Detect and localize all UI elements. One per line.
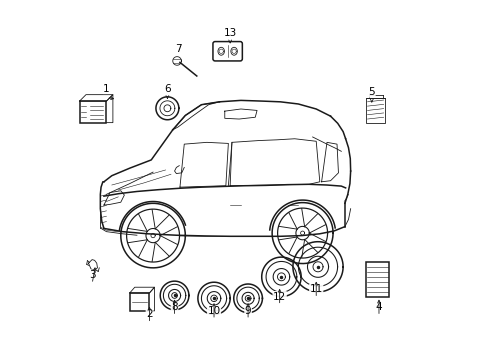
- Text: 10: 10: [207, 306, 220, 316]
- Ellipse shape: [230, 47, 237, 55]
- Text: 5: 5: [368, 87, 374, 97]
- Text: 6: 6: [164, 84, 170, 94]
- Text: 4: 4: [375, 302, 382, 312]
- FancyBboxPatch shape: [212, 41, 242, 61]
- FancyBboxPatch shape: [80, 101, 106, 123]
- Bar: [365, 262, 388, 297]
- Text: 12: 12: [272, 292, 285, 302]
- FancyBboxPatch shape: [365, 98, 385, 123]
- Text: 2: 2: [146, 310, 152, 319]
- Text: 13: 13: [223, 28, 236, 38]
- Ellipse shape: [218, 47, 224, 55]
- Text: 11: 11: [309, 284, 322, 294]
- Text: 7: 7: [175, 44, 181, 54]
- Text: 1: 1: [103, 84, 109, 94]
- Text: 9: 9: [244, 306, 251, 316]
- Text: 3: 3: [89, 270, 95, 280]
- Bar: [129, 293, 149, 311]
- Text: 8: 8: [171, 302, 178, 312]
